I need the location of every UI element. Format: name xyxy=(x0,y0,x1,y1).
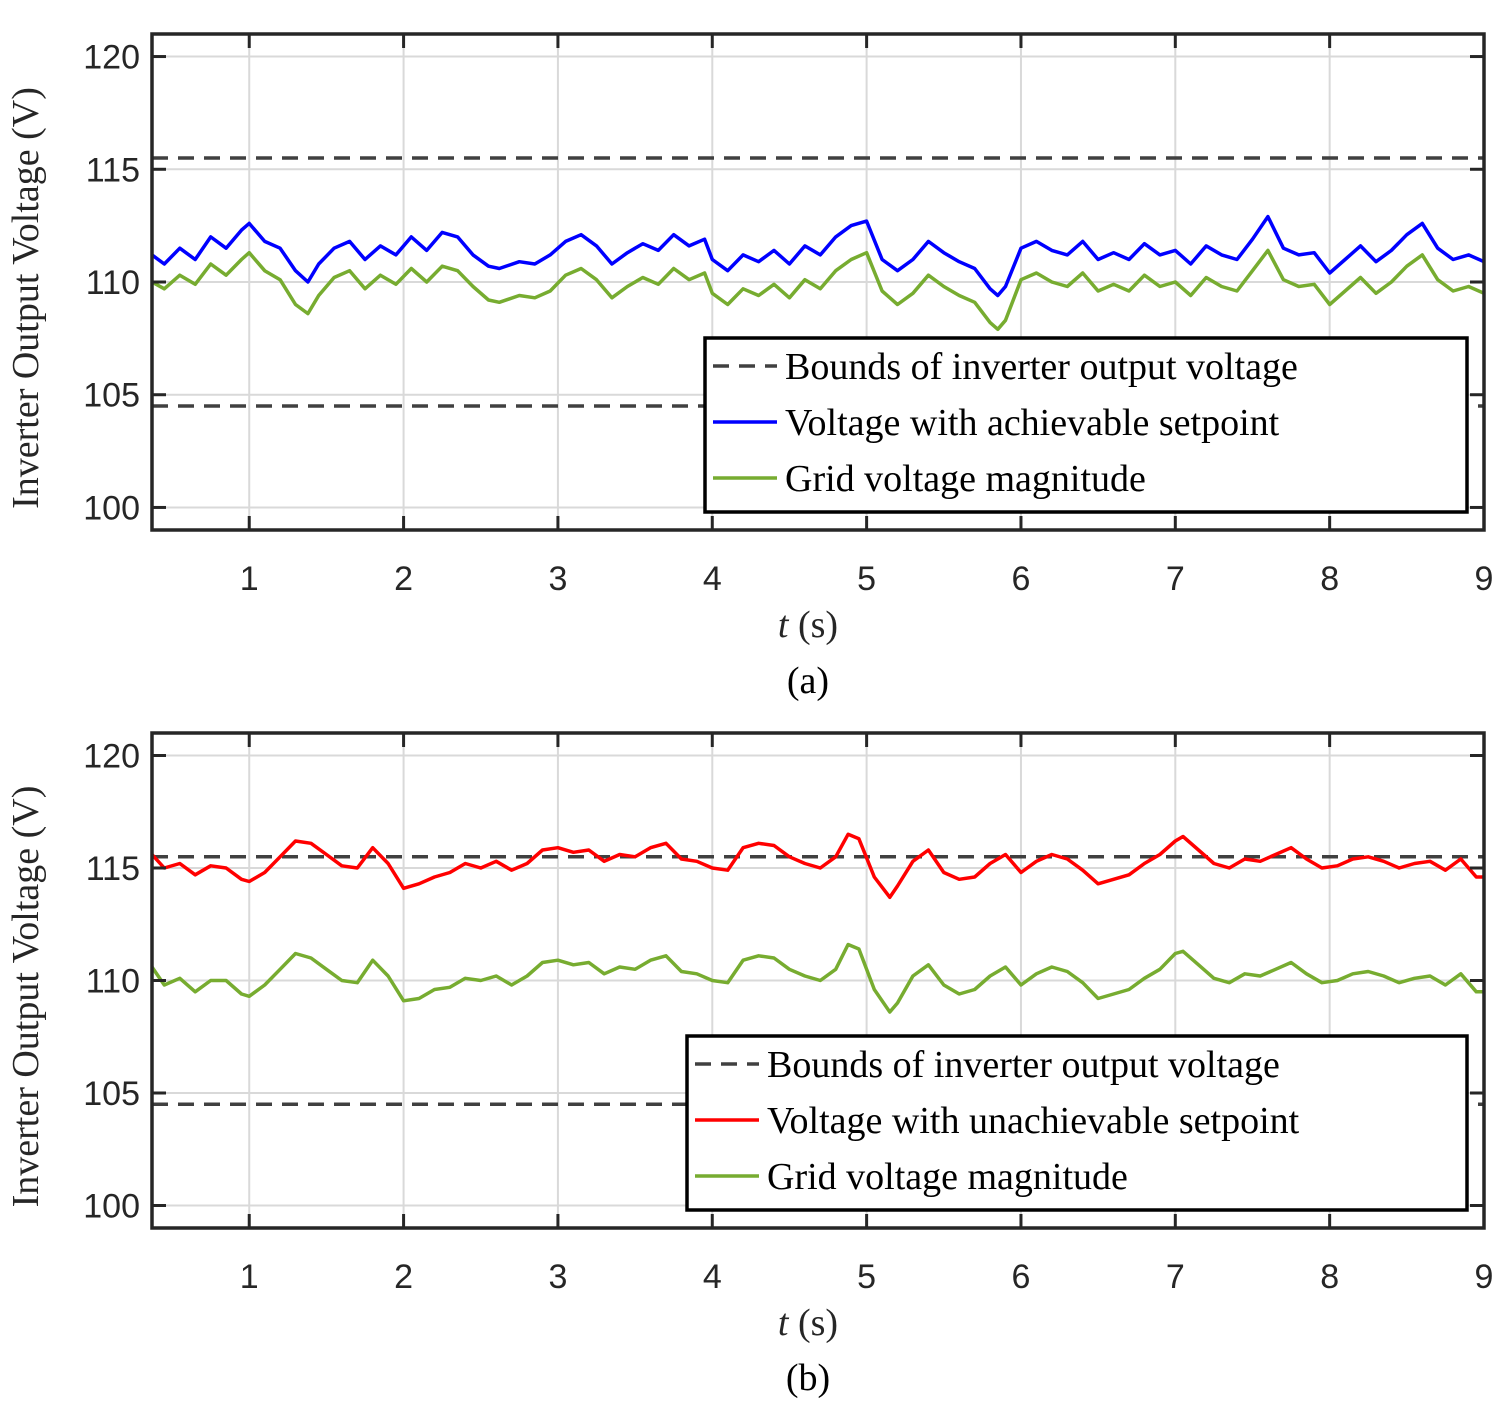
y-tick-label: 120 xyxy=(83,738,140,776)
y-tick-label: 115 xyxy=(86,850,140,888)
x-tick-label: 6 xyxy=(1012,1258,1031,1296)
x-tick-label: 3 xyxy=(548,1258,567,1296)
x-axis-variable: t xyxy=(778,604,790,646)
x-tick-label: 3 xyxy=(548,560,567,598)
y-tick-label: 100 xyxy=(83,489,140,527)
legend-box xyxy=(685,1034,1469,1212)
x-axis-unit: (s) xyxy=(788,1302,838,1344)
x-tick-label: 8 xyxy=(1320,1258,1339,1296)
x-tick-label: 5 xyxy=(857,1258,876,1296)
legend-entry-label: Bounds of inverter output voltage xyxy=(767,1044,1280,1086)
y-tick-label: 120 xyxy=(83,39,140,77)
y-tick-label: 110 xyxy=(86,264,140,302)
y-tick-label: 105 xyxy=(83,1075,140,1113)
x-tick-label: 4 xyxy=(703,560,722,598)
x-axis-unit: (s) xyxy=(788,604,838,646)
panel-b: 1 2 3 4 5 6 7 8 9 100 105 110 115 120 t (s) Inverter Ou… xyxy=(5,731,1494,1399)
panel-caption: (b) xyxy=(786,1357,830,1399)
x-tick-label: 7 xyxy=(1166,560,1185,598)
y-axis-label: Inverter Output Voltage (V) xyxy=(5,87,47,509)
x-tick-label: 1 xyxy=(240,560,259,598)
x-tick-label: 2 xyxy=(394,560,413,598)
x-tick-label: 4 xyxy=(703,1258,722,1296)
y-tick-label: 115 xyxy=(86,151,140,189)
panel-a: 1 2 3 4 5 6 7 8 9 100 105 110 115 120 t (s) Inverter Ou… xyxy=(5,32,1494,702)
x-tick-label: 9 xyxy=(1475,560,1494,598)
panel-caption: (a) xyxy=(787,660,829,702)
legend: Bounds of inverter output voltage Voltage… xyxy=(703,336,1469,514)
y-tick-label: 110 xyxy=(86,963,140,1001)
x-axis-variable: t xyxy=(778,1302,790,1344)
x-tick-label: 7 xyxy=(1166,1258,1185,1296)
x-axis-label: t (s) xyxy=(778,604,838,646)
unachievable-voltage-line xyxy=(152,832,1484,900)
x-tick-label: 6 xyxy=(1012,560,1031,598)
x-tick-label: 1 xyxy=(240,1258,259,1296)
legend-entry-label: Grid voltage magnitude xyxy=(785,458,1146,500)
legend-entry-label: Bounds of inverter output voltage xyxy=(785,346,1298,388)
x-tick-label: 2 xyxy=(394,1258,413,1296)
legend-entry-label: Voltage with achievable setpoint xyxy=(785,402,1280,444)
achievable-voltage-line xyxy=(152,214,1484,298)
x-axis-label: t (s) xyxy=(778,1302,838,1344)
y-tick-label: 105 xyxy=(83,377,140,415)
x-tick-label: 8 xyxy=(1320,560,1339,598)
grid-voltage-line xyxy=(152,248,1484,332)
legend: Bounds of inverter output voltage Voltage… xyxy=(685,1034,1469,1212)
x-tick-label: 9 xyxy=(1475,1258,1494,1296)
y-axis-label: Inverter Output Voltage (V) xyxy=(5,786,47,1208)
legend-entry-label: Grid voltage magnitude xyxy=(767,1156,1128,1198)
x-tick-label: 5 xyxy=(857,560,876,598)
grid-voltage-line xyxy=(152,942,1484,1014)
legend-entry-label: Voltage with unachievable setpoint xyxy=(767,1100,1300,1142)
legend-box xyxy=(703,336,1469,514)
y-tick-label: 100 xyxy=(83,1188,140,1226)
